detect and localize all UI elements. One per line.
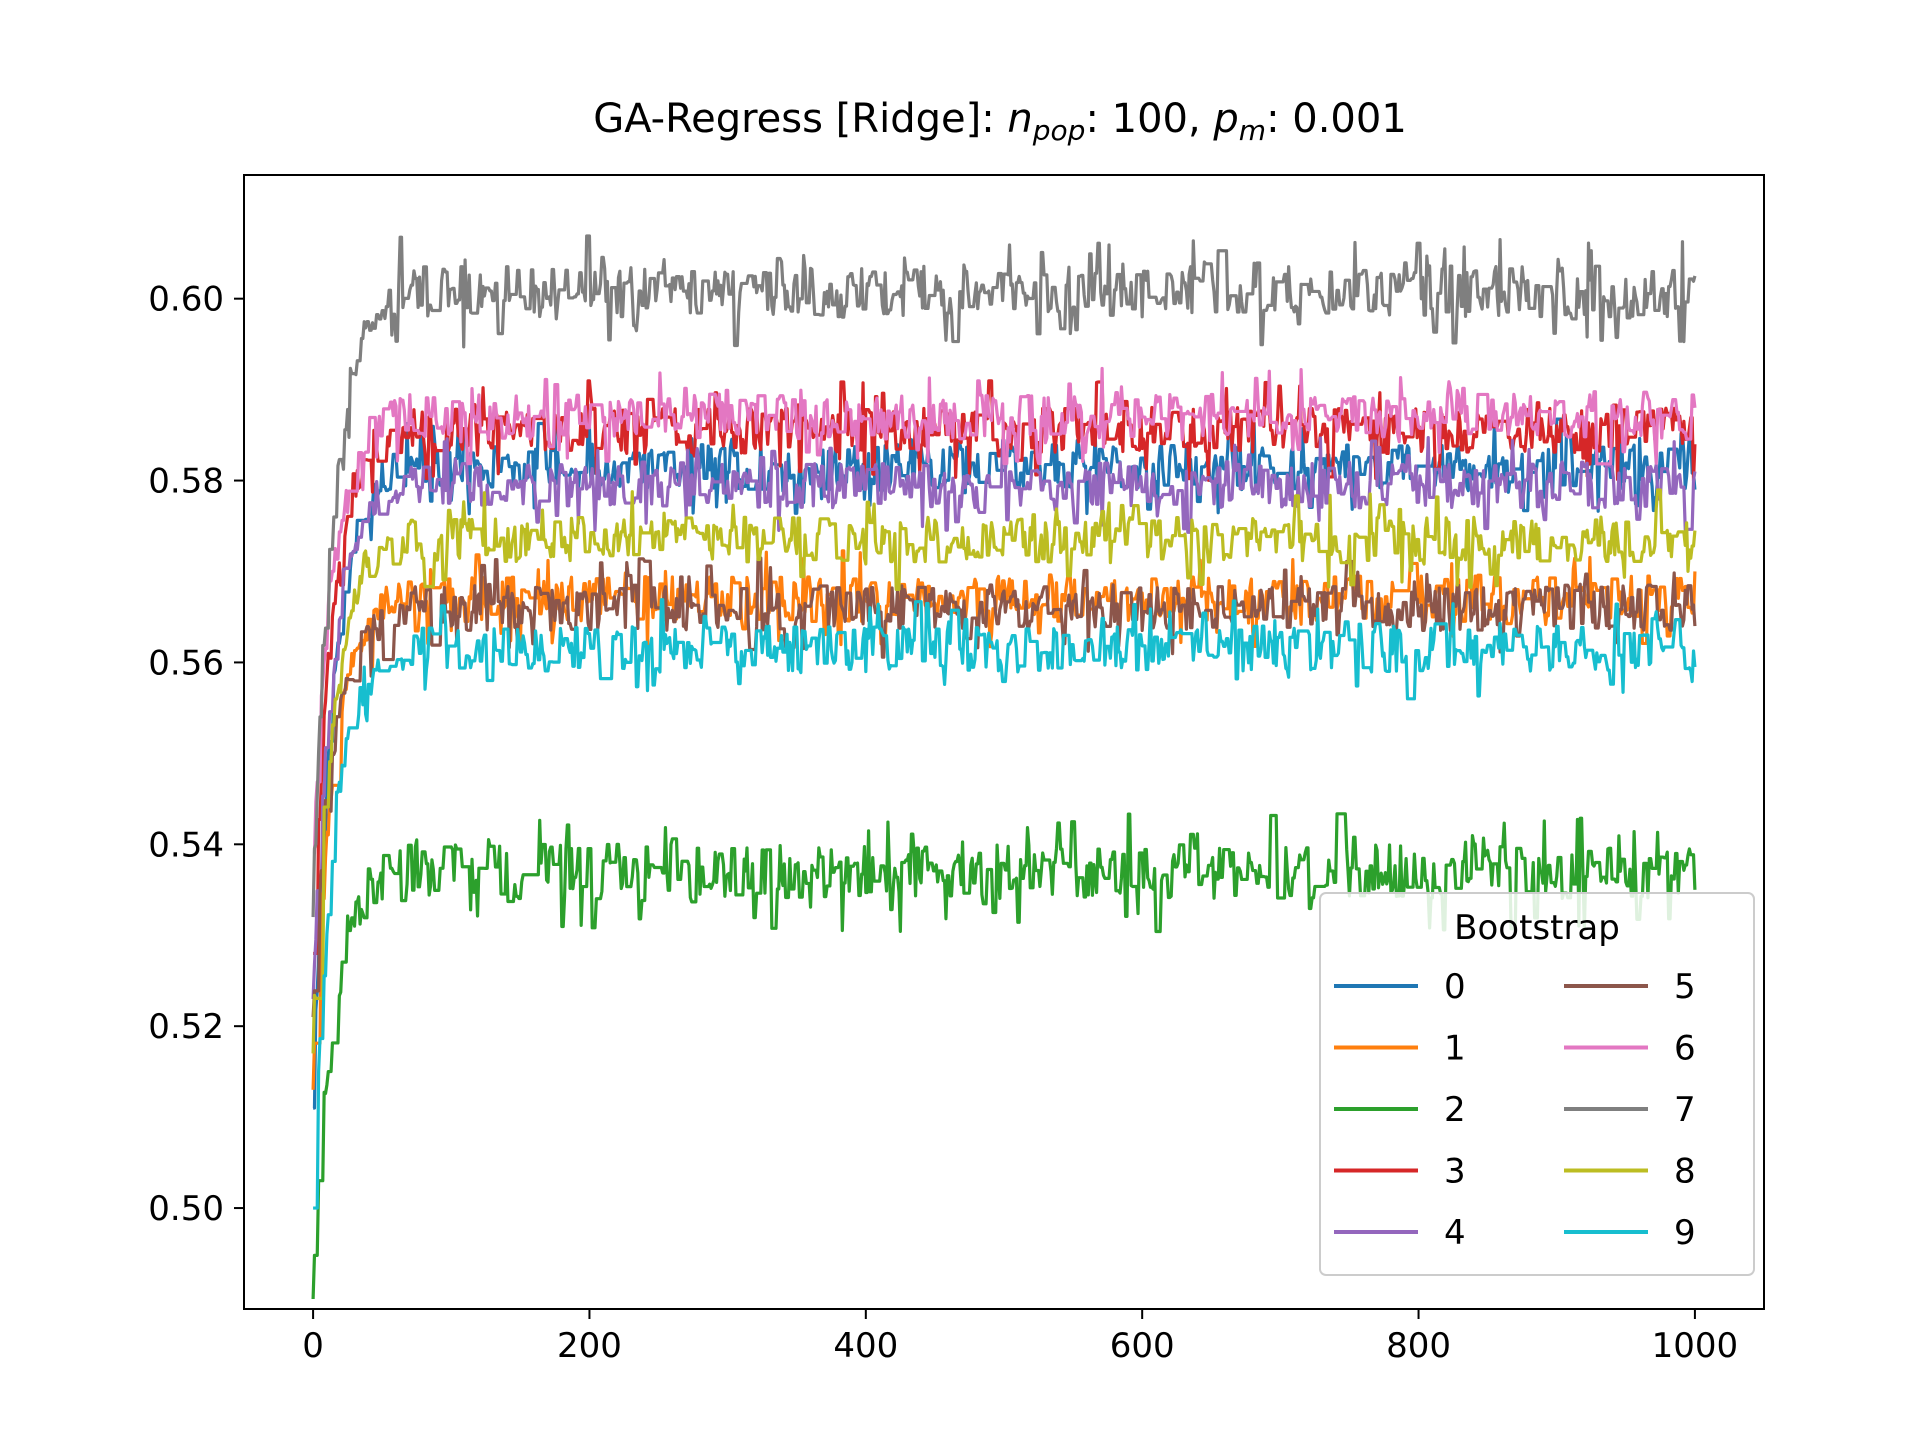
- axes-layer: 0 200 400 600 800 1000 0.50 0.52 0.54 0.56 0.58 0.6…: [148, 174, 1765, 1366]
- series-line-2: [311, 812, 1697, 1300]
- plot-frame: [243, 174, 1765, 1310]
- legend-title: Bootstrap: [1454, 908, 1620, 948]
- title-p-sub: m: [1239, 114, 1266, 147]
- legend-label-5: 5: [1674, 967, 1696, 1007]
- x-tick-label: 1000: [1652, 1326, 1739, 1366]
- legend-label-8: 8: [1674, 1152, 1696, 1192]
- y-tick-label: 0.54: [148, 825, 224, 865]
- title-n-sub: pop: [1032, 114, 1086, 147]
- legend-label-9: 9: [1674, 1213, 1696, 1253]
- legend: Bootstrap 0 1 2 3 4 5 6 7 8 9: [1319, 892, 1755, 1276]
- legend-label-3: 3: [1444, 1152, 1466, 1192]
- title-prefix: GA-Regress [Ridge]:: [593, 96, 1007, 142]
- series-layer: [311, 234, 1697, 1300]
- series-line-7: [311, 234, 1697, 918]
- title-suffix: : 0.001: [1266, 96, 1407, 142]
- y-tick-label: 0.50: [148, 1189, 224, 1229]
- x-tick-label: 800: [1386, 1326, 1451, 1366]
- series-line-9: [312, 598, 1697, 1210]
- legend-label-6: 6: [1674, 1029, 1696, 1069]
- legend-label-0: 0: [1444, 967, 1466, 1007]
- title-mid: : 100,: [1085, 96, 1213, 142]
- legend-label-4: 4: [1444, 1213, 1466, 1253]
- series-line-8: [311, 488, 1697, 1054]
- chart-title: GA-Regress [Ridge]: npop: 100, pm: 0.001: [593, 96, 1407, 147]
- title-n-var: n: [1007, 96, 1032, 142]
- y-tick-label: 0.52: [148, 1007, 224, 1047]
- x-tick-label: 0: [302, 1326, 324, 1366]
- y-tick-label: 0.58: [148, 462, 224, 502]
- y-tick-label: 0.60: [148, 280, 224, 320]
- x-tick-label: 200: [557, 1326, 622, 1366]
- series-line-1: [311, 549, 1697, 1090]
- legend-label-2: 2: [1444, 1090, 1466, 1130]
- legend-box: [1319, 892, 1755, 1276]
- series-line-6: [312, 366, 1697, 855]
- x-tick-label: 400: [833, 1326, 898, 1366]
- y-tick-label: 0.56: [148, 643, 224, 683]
- title-p-var: p: [1212, 96, 1238, 142]
- series-line-5: [311, 556, 1697, 1018]
- legend-label-1: 1: [1444, 1029, 1466, 1069]
- legend-label-7: 7: [1674, 1090, 1696, 1130]
- x-tick-label: 600: [1110, 1326, 1175, 1366]
